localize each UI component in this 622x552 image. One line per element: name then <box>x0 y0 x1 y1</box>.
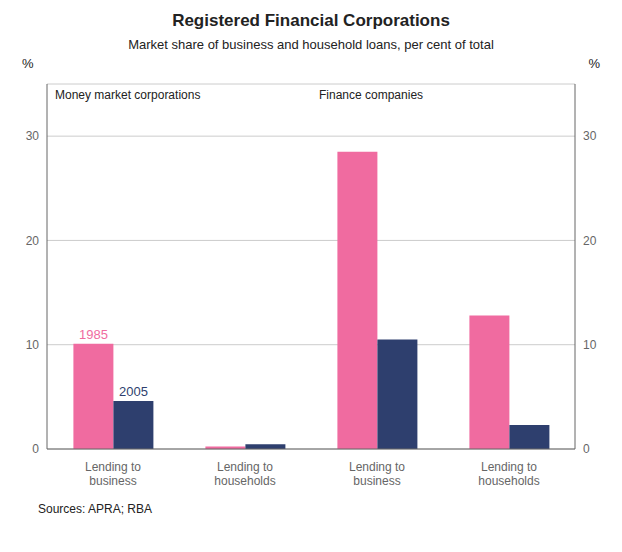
svg-text:30: 30 <box>26 129 40 143</box>
svg-text:Lending tohouseholds: Lending tohouseholds <box>214 460 275 488</box>
svg-text:Lending tobusiness: Lending tobusiness <box>349 460 405 488</box>
html-text:Registered Financial Corporati: Registered Financial Corporations <box>172 11 450 30</box>
html-text:Sources: APRA; RBA: Sources: APRA; RBA <box>38 502 152 516</box>
svg-text:20: 20 <box>26 234 40 248</box>
svg-text:0: 0 <box>583 442 590 456</box>
html-text:Market share of business and h: Market share of business and household l… <box>128 37 494 52</box>
svg-text:Lending tobusiness: Lending tobusiness <box>85 460 141 488</box>
html-text:Finance companies: Finance companies <box>319 88 424 102</box>
svg-text:1985: 1985 <box>79 327 108 342</box>
svg-text:Lending tohouseholds: Lending tohouseholds <box>478 460 539 488</box>
svg-text:20: 20 <box>583 234 597 248</box>
html-text:Money market corporations: Money market corporations <box>55 88 201 102</box>
svg-text:10: 10 <box>26 338 40 352</box>
svg-text:10: 10 <box>583 338 597 352</box>
svg-text:30: 30 <box>583 129 597 143</box>
svg-text:2005: 2005 <box>119 384 148 399</box>
svg-text:0: 0 <box>32 442 39 456</box>
